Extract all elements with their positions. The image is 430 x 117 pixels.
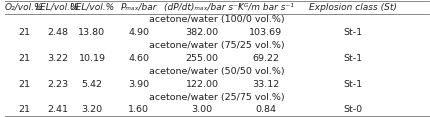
Text: (dP/dt)ₘₐₓ/bar s⁻¹: (dP/dt)ₘₐₓ/bar s⁻¹ xyxy=(163,3,241,12)
Text: Explosion class (St): Explosion class (St) xyxy=(309,3,397,12)
Text: St-1: St-1 xyxy=(344,80,362,89)
Text: 13.80: 13.80 xyxy=(78,28,105,37)
Text: 33.12: 33.12 xyxy=(252,80,280,89)
Text: 255.00: 255.00 xyxy=(186,54,219,63)
Text: 2.23: 2.23 xyxy=(47,80,68,89)
Text: 21: 21 xyxy=(18,28,30,37)
Text: 3.00: 3.00 xyxy=(192,105,213,114)
Text: 69.22: 69.22 xyxy=(252,54,280,63)
Text: St-0: St-0 xyxy=(344,105,362,114)
Text: 382.00: 382.00 xyxy=(186,28,219,37)
Text: 2.48: 2.48 xyxy=(47,28,68,37)
Text: 10.19: 10.19 xyxy=(78,54,105,63)
Text: 0.84: 0.84 xyxy=(255,105,276,114)
Text: St-1: St-1 xyxy=(344,28,362,37)
Text: 3.90: 3.90 xyxy=(128,80,149,89)
Text: 1.60: 1.60 xyxy=(128,105,149,114)
Text: acetone/water (100/0 vol.%): acetone/water (100/0 vol.%) xyxy=(149,15,285,24)
Text: 21: 21 xyxy=(18,54,30,63)
Text: 4.60: 4.60 xyxy=(128,54,149,63)
Text: LEL/vol.%: LEL/vol.% xyxy=(36,3,80,12)
Text: acetone/water (25/75 vol.%): acetone/water (25/75 vol.%) xyxy=(149,93,285,102)
Text: acetone/water (75/25 vol.%): acetone/water (75/25 vol.%) xyxy=(149,41,285,50)
Text: 4.90: 4.90 xyxy=(128,28,149,37)
Text: 103.69: 103.69 xyxy=(249,28,283,37)
Text: UEL/vol.%: UEL/vol.% xyxy=(69,3,114,12)
Text: 5.42: 5.42 xyxy=(81,80,102,89)
Text: 21: 21 xyxy=(18,105,30,114)
Text: O₂/vol.%: O₂/vol.% xyxy=(5,3,43,12)
Text: St-1: St-1 xyxy=(344,54,362,63)
Text: 2.41: 2.41 xyxy=(47,105,68,114)
Text: Pₘₐₓ/bar: Pₘₐₓ/bar xyxy=(120,3,157,12)
Text: 21: 21 xyxy=(18,80,30,89)
Text: 3.20: 3.20 xyxy=(81,105,102,114)
Text: Kᴳ/m bar s⁻¹: Kᴳ/m bar s⁻¹ xyxy=(238,3,294,12)
Text: 3.22: 3.22 xyxy=(47,54,68,63)
Text: acetone/water (50/50 vol.%): acetone/water (50/50 vol.%) xyxy=(149,67,285,76)
Text: 122.00: 122.00 xyxy=(186,80,219,89)
